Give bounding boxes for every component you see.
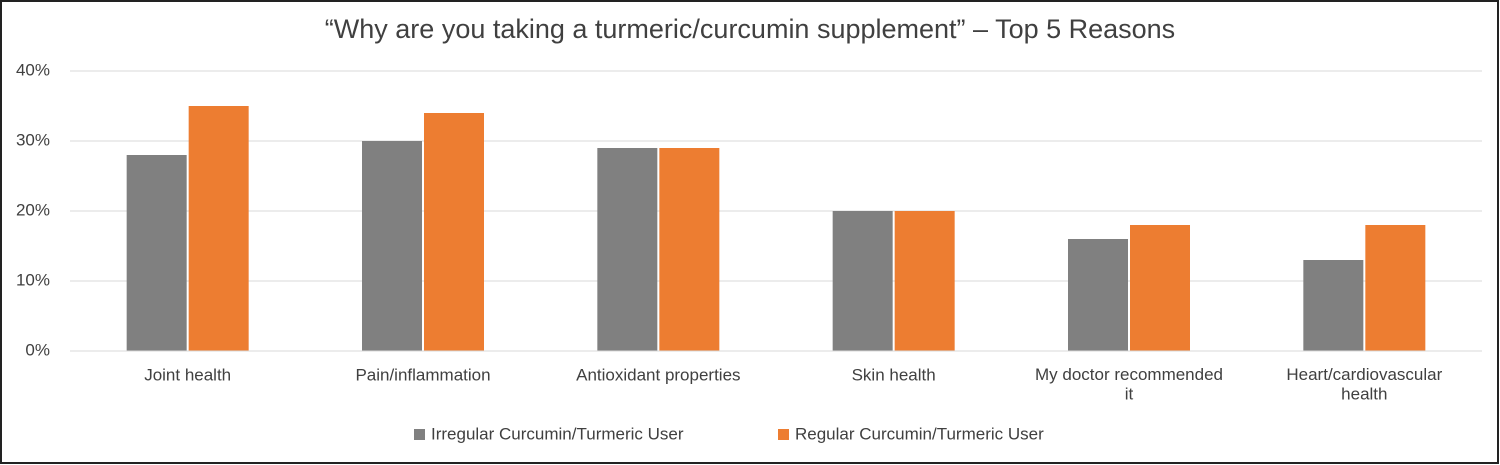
bar (659, 148, 720, 351)
legend-label: Irregular Curcumin/Turmeric User (431, 424, 684, 443)
x-tick-label: Joint health (144, 365, 231, 384)
y-tick-label: 10% (16, 270, 50, 289)
bar (362, 141, 422, 351)
legend-label: Regular Curcumin/Turmeric User (795, 424, 1044, 443)
bar (424, 113, 484, 351)
bar (1303, 260, 1364, 351)
bar (1068, 239, 1128, 351)
y-tick-label: 20% (16, 200, 50, 219)
bar (188, 106, 249, 351)
bar (597, 148, 658, 351)
bar (832, 211, 893, 351)
y-tick-label: 0% (25, 340, 50, 359)
x-tick-label: Skin health (852, 365, 936, 384)
bar (126, 155, 187, 351)
x-tick-label: Pain/inflammation (355, 365, 490, 384)
bar (1365, 225, 1426, 351)
bar (1130, 225, 1190, 351)
legend-swatch (414, 429, 425, 440)
x-tick-label: My doctor recommended it (1035, 365, 1223, 404)
legend-swatch (778, 429, 789, 440)
chart-title: “Why are you taking a turmeric/curcumin … (325, 14, 1175, 44)
bar (894, 211, 955, 351)
y-tick-label: 30% (16, 130, 50, 149)
x-tick-label: Antioxidant properties (576, 365, 740, 384)
y-tick-label: 40% (16, 60, 50, 79)
x-tick-label: Heart/cardiovascular health (1286, 365, 1442, 404)
